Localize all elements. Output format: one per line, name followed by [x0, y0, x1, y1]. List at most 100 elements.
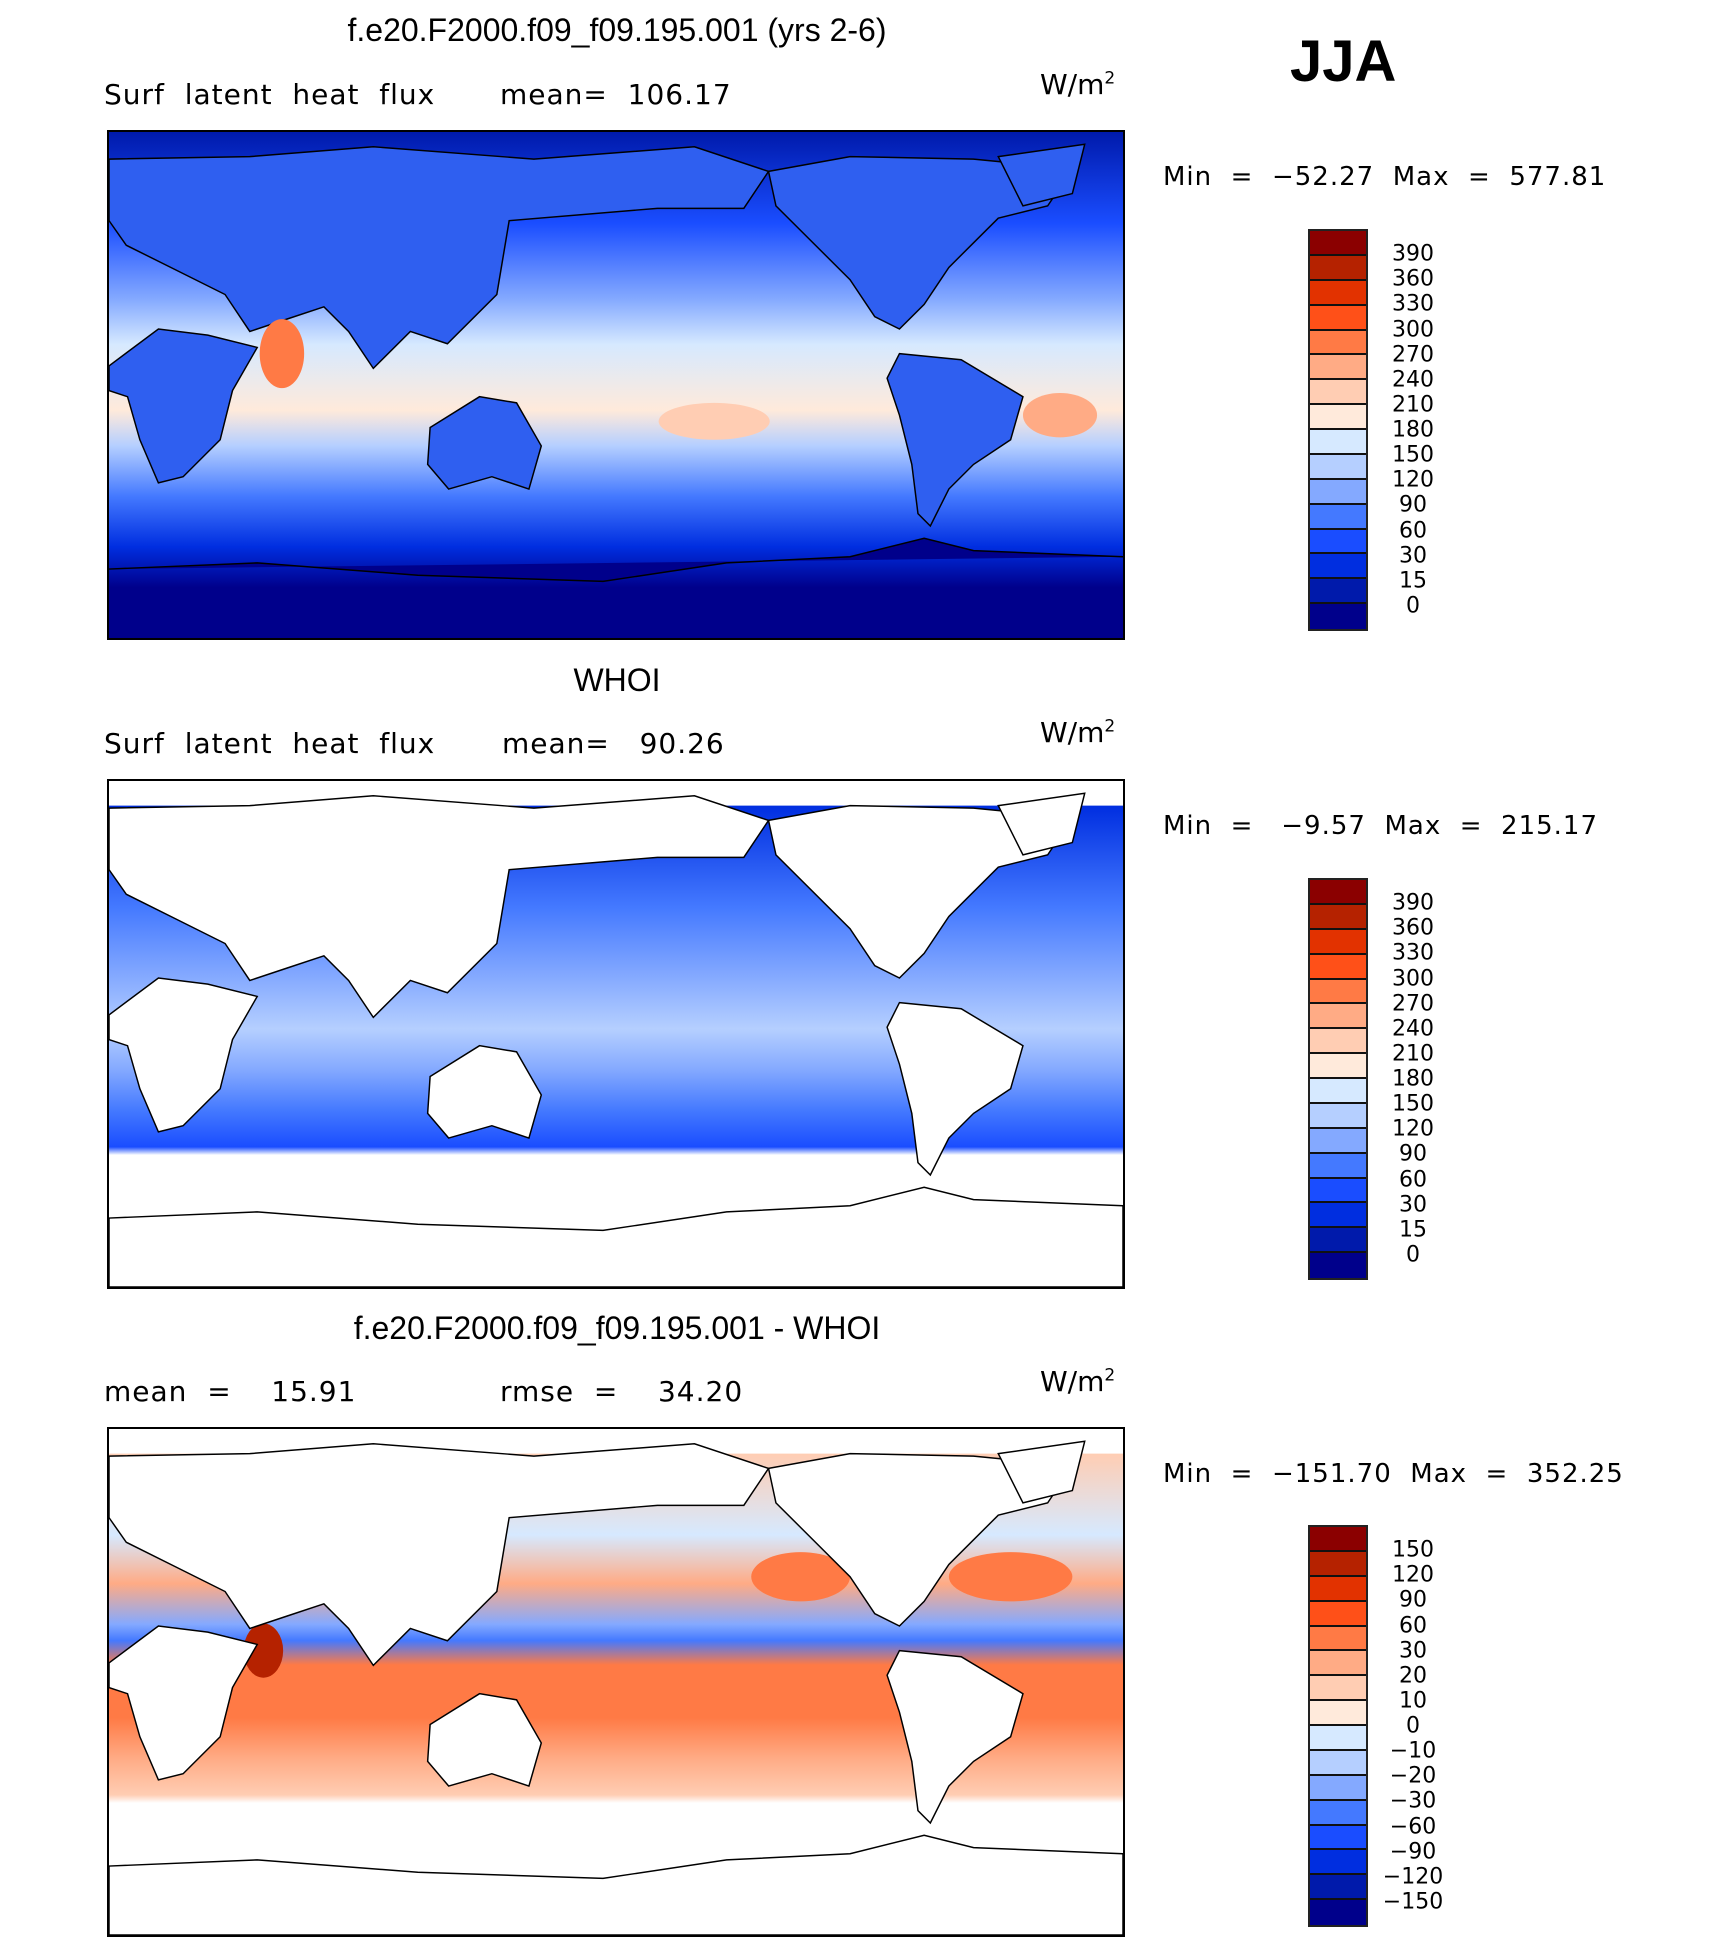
- panel-3-colorbar: [1308, 1525, 1368, 1927]
- colorbar-swatch: [1310, 979, 1366, 1005]
- colorbar-swatch: [1310, 1850, 1366, 1876]
- colorbar-label: 10: [1399, 1688, 1427, 1714]
- colorbar-label: −60: [1389, 1814, 1437, 1839]
- colorbar-swatch: [1310, 1128, 1366, 1154]
- colorbar-label: 360: [1392, 266, 1434, 292]
- colorbar-label: 30: [1399, 543, 1427, 569]
- colorbar-swatch: [1310, 554, 1366, 580]
- colorbar-swatch: [1310, 579, 1366, 605]
- panel-3-rmse: rmse = 34.20: [500, 1375, 744, 1408]
- colorbar-label: 270: [1392, 342, 1434, 368]
- colorbar-swatch: [1310, 1651, 1366, 1677]
- colorbar-label: 360: [1392, 915, 1434, 941]
- colorbar-swatch: [1310, 1253, 1366, 1278]
- colorbar-label: 180: [1392, 417, 1434, 443]
- colorbar-label: −10: [1389, 1738, 1437, 1764]
- colorbar-label: 120: [1392, 1562, 1434, 1588]
- colorbar-swatch: [1310, 954, 1366, 980]
- colorbar-swatch: [1310, 1875, 1366, 1901]
- colorbar-label: −120: [1382, 1864, 1444, 1890]
- colorbar-swatch: [1310, 1054, 1366, 1079]
- colorbar-label: 330: [1392, 940, 1434, 966]
- coastline-eurasia: [109, 146, 770, 370]
- colorbar-label: 60: [1399, 1613, 1427, 1638]
- colorbar-label: 60: [1399, 1167, 1427, 1192]
- colorbar-swatch: [1310, 1825, 1366, 1851]
- colorbar-swatch: [1310, 504, 1366, 530]
- colorbar-label: 15: [1399, 568, 1427, 594]
- panel-2-colorbar-labels: 390 360 330 300 270 240 210 180 150 120 90 60 30 15 0: [1378, 878, 1458, 1280]
- colorbar-swatch: [1310, 430, 1366, 455]
- colorbar-swatch: [1310, 380, 1366, 406]
- coastline-greenland: [997, 143, 1086, 207]
- map-model: [109, 132, 1123, 638]
- panel-2-mean: mean= 90.26: [502, 727, 725, 760]
- panel-2-variable: Surf latent heat flux: [104, 727, 436, 760]
- panel-2-map: [107, 779, 1125, 1289]
- coastline-antarctica: [109, 1186, 1123, 1287]
- map-whoi: [109, 781, 1123, 1287]
- coastline-south-america: [886, 1001, 1024, 1177]
- panel-1-mean: mean= 106.17: [500, 78, 732, 111]
- coastline-antarctica: [109, 537, 1123, 583]
- colorbar-swatch: [1310, 904, 1366, 930]
- colorbar-label: 390: [1392, 890, 1434, 916]
- coastline-australia: [426, 395, 543, 490]
- map-difference: [109, 1429, 1123, 1935]
- colorbar-label: 240: [1392, 1016, 1434, 1042]
- panel-3-colorbar-labels: 150 120 90 60 30 20 10 0 −10 −20 −30 −60 −90 −120 −150: [1378, 1525, 1458, 1927]
- colorbar-swatch: [1310, 1153, 1366, 1179]
- colorbar-swatch: [1310, 1178, 1366, 1204]
- colorbar-label: 210: [1392, 392, 1434, 418]
- colorbar-label: 60: [1399, 518, 1427, 543]
- colorbar-label: 90: [1399, 492, 1427, 518]
- colorbar-label: 150: [1392, 1091, 1434, 1117]
- colorbar-swatch: [1310, 479, 1366, 505]
- coastline-south-america: [886, 1649, 1024, 1825]
- coastline-africa: [109, 977, 259, 1133]
- panel-2-colorbar: [1308, 878, 1368, 1280]
- colorbar-swatch: [1310, 1626, 1366, 1652]
- colorbar-label: 240: [1392, 367, 1434, 393]
- colorbar-label: −20: [1389, 1763, 1437, 1789]
- colorbar-swatch: [1310, 1576, 1366, 1602]
- colorbar-swatch: [1310, 880, 1366, 905]
- colorbar-label: −90: [1389, 1839, 1437, 1865]
- panel-1-minmax: Min = −52.27 Max = 577.81: [1163, 162, 1607, 192]
- coastline-eurasia: [109, 795, 770, 1019]
- panel-1-variable: Surf latent heat flux: [104, 78, 436, 111]
- colorbar-label: 0: [1406, 1242, 1420, 1268]
- colorbar-label: 20: [1399, 1663, 1427, 1689]
- colorbar-swatch: [1310, 1900, 1366, 1925]
- colorbar-swatch: [1310, 355, 1366, 381]
- colorbar-label: 300: [1392, 317, 1434, 342]
- colorbar-label: −150: [1382, 1889, 1444, 1915]
- colorbar-swatch: [1310, 1701, 1366, 1726]
- colorbar-swatch: [1310, 405, 1366, 430]
- colorbar-label: 150: [1392, 1537, 1434, 1563]
- colorbar-label: 120: [1392, 467, 1434, 493]
- colorbar-swatch: [1310, 1551, 1366, 1577]
- colorbar-label: 150: [1392, 442, 1434, 468]
- colorbar-label: 120: [1392, 1116, 1434, 1142]
- colorbar-label: 15: [1399, 1217, 1427, 1243]
- colorbar-label: 0: [1406, 593, 1420, 619]
- colorbar-swatch: [1310, 1527, 1366, 1552]
- colorbar-label: 90: [1399, 1141, 1427, 1167]
- colorbar-swatch: [1310, 1750, 1366, 1776]
- colorbar-label: 300: [1392, 966, 1434, 991]
- colorbar-label: 30: [1399, 1192, 1427, 1218]
- colorbar-swatch: [1310, 330, 1366, 356]
- coastline-africa: [109, 1625, 259, 1781]
- colorbar-label: 330: [1392, 291, 1434, 317]
- colorbar-swatch: [1310, 1775, 1366, 1801]
- coastline-australia: [426, 1044, 543, 1139]
- panel-3-title: f.e20.F2000.f09_f09.195.001 - WHOI: [353, 1310, 881, 1346]
- colorbar-swatch: [1310, 1203, 1366, 1229]
- colorbar-label: 390: [1392, 241, 1434, 267]
- colorbar-swatch: [1310, 604, 1366, 629]
- coastline-greenland: [997, 792, 1086, 856]
- colorbar-label: 30: [1399, 1638, 1427, 1664]
- panel-2-title: WHOI: [573, 662, 661, 698]
